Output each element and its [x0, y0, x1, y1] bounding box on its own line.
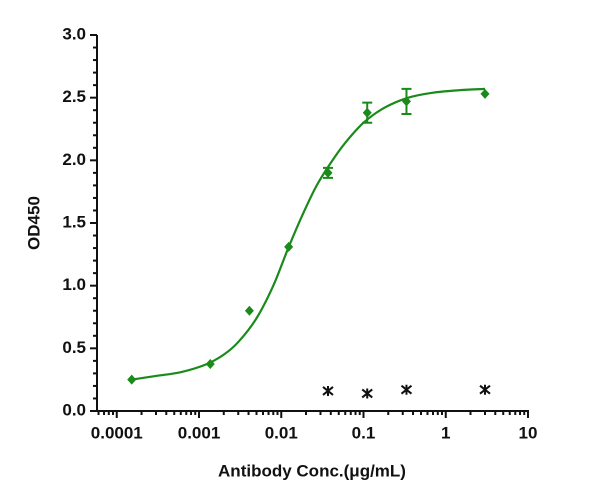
y-tick-label: 1.0 — [62, 275, 86, 294]
point — [284, 241, 294, 252]
y-tick-label: 3.0 — [62, 24, 86, 43]
point — [322, 385, 334, 396]
y-tick-label: 2.0 — [62, 150, 86, 169]
y-tick-label: 0.0 — [62, 400, 86, 419]
y-tick-label: 1.5 — [62, 212, 86, 231]
y-tick-label: 0.5 — [62, 338, 86, 357]
point — [479, 384, 491, 395]
x-tick-label: 0.0001 — [91, 423, 143, 442]
x-tick-label: 10 — [519, 423, 538, 442]
point — [361, 388, 373, 399]
point — [401, 96, 411, 107]
point — [323, 167, 333, 178]
y-tick-label: 2.5 — [62, 87, 86, 106]
x-tick-label: 0.001 — [178, 423, 221, 442]
x-tick-label: 1 — [441, 423, 450, 442]
x-tick-label: 0.01 — [265, 423, 298, 442]
point — [205, 359, 215, 369]
fit-curve — [131, 87, 486, 381]
point — [244, 305, 254, 316]
y-axis-title: OD450 — [24, 196, 43, 250]
point — [127, 374, 137, 385]
point — [480, 88, 490, 99]
x-tick-label: 0.1 — [352, 423, 376, 442]
x-axis-title: Antibody Conc.(μg/mL) — [218, 461, 406, 480]
point — [400, 384, 413, 395]
point — [362, 107, 372, 118]
